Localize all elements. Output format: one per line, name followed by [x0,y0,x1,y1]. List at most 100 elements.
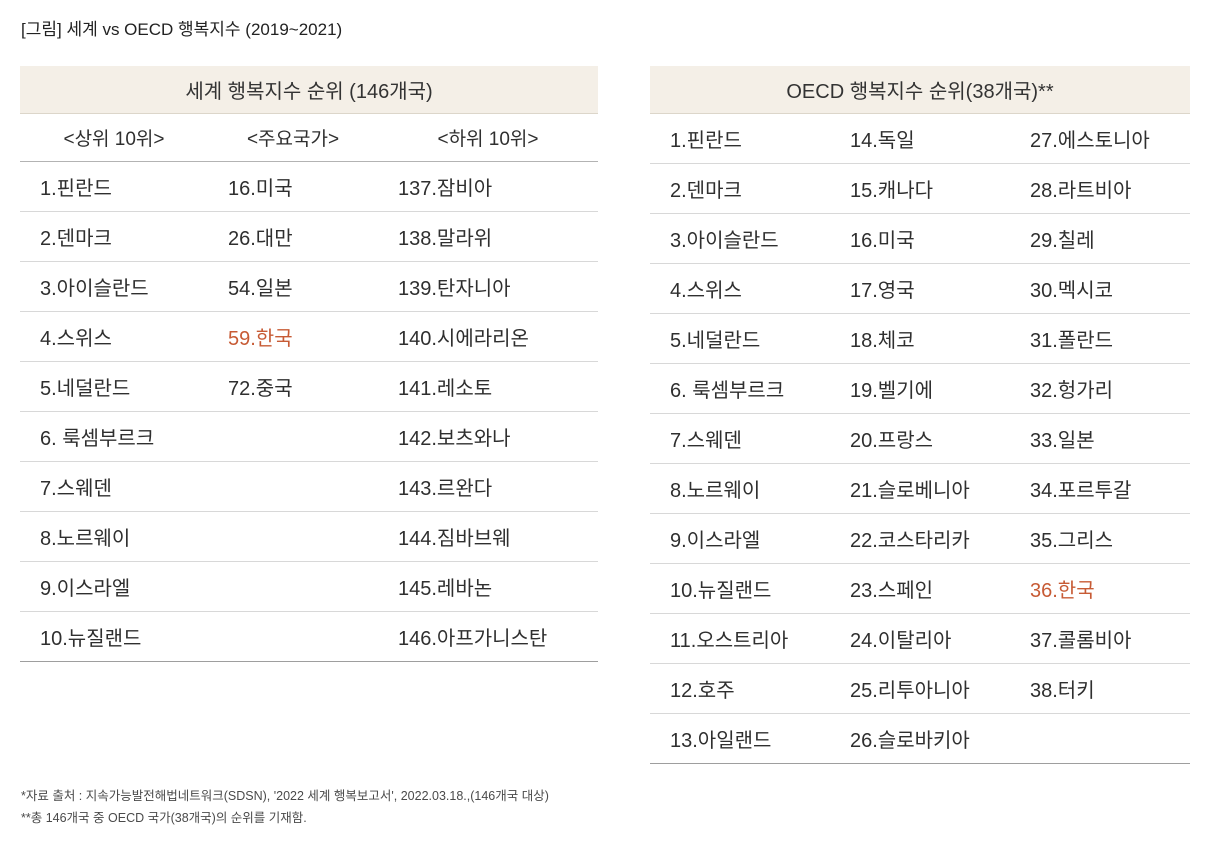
table-row: 10.뉴질랜드 23.스페인 36.한국 [650,564,1190,614]
table-cell: 1.핀란드 [670,130,742,152]
table-row: 6. 룩셈부르크 19.벨기에 32.헝가리 [650,364,1190,414]
table-cell [208,612,378,661]
table-row: 10.뉴질랜드 146.아프가니스탄 [20,612,598,662]
table-row: 5.네덜란드 18.체코 31.폴란드 [650,314,1190,364]
table-row: 1.핀란드 16.미국 137.잠비아 [20,162,598,212]
table-cell: 6. 룩셈부르크 [670,380,785,402]
table-row: 1.핀란드 14.독일 27.에스토니아 [650,114,1190,164]
table-cell: 38.터키 [1030,680,1095,702]
oecd-table-body: 1.핀란드 14.독일 27.에스토니아 2.덴마크 15.캐나다 28.라트비아 3.아이… [650,114,1190,764]
table-cell [1010,714,1190,763]
table-cell: 35.그리스 [1030,530,1114,552]
table-cell: 6. 룩셈부르크 [40,428,155,450]
highlighted-cell: 36.한국 [1030,580,1095,602]
table-cell: 145.레바논 [398,578,493,600]
column-header: <상위 10위> [63,129,165,150]
world-table-title: 세계 행복지수 순위 (146개국) [20,66,598,114]
table-cell: 28.라트비아 [1030,180,1132,202]
footnote-oecd-note: **총 146개국 중 OECD 국가(38개국)의 순위를 기재함. [21,811,307,825]
table-cell: 27.에스토니아 [1030,130,1150,152]
table-cell: 18.체코 [850,330,915,352]
table-cell: 23.스페인 [850,580,934,602]
table-row: 13.아일랜드 26.슬로바키아 [650,714,1190,764]
footnote-source: *자료 출처 : 지속가능발전해법네트워크(SDSN), '2022 세계 행복… [21,789,549,803]
table-row: 12.호주 25.리투아니아 38.터키 [650,664,1190,714]
table-row: 3.아이슬란드 16.미국 29.칠레 [650,214,1190,264]
table-cell: 10.뉴질랜드 [670,580,772,602]
table-cell: 4.스위스 [40,328,112,350]
table-cell [208,512,378,561]
table-cell: 10.뉴질랜드 [40,628,142,650]
world-table-column-headers: <상위 10위> <주요국가> <하위 10위> [20,114,598,162]
table-cell: 14.독일 [850,130,915,152]
table-cell: 137.잠비아 [398,178,493,200]
table-cell: 2.덴마크 [670,180,742,202]
table-cell: 54.일본 [228,278,293,300]
column-header: <하위 10위> [437,129,539,150]
table-cell: 16.미국 [850,230,915,252]
table-cell: 72.중국 [228,378,293,400]
table-row: 8.노르웨이 144.짐바브웨 [20,512,598,562]
table-row: 3.아이슬란드 54.일본 139.탄자니아 [20,262,598,312]
table-cell: 9.이스라엘 [40,578,131,600]
table-row: 9.이스라엘 22.코스타리카 35.그리스 [650,514,1190,564]
table-cell: 32.헝가리 [1030,380,1114,402]
table-cell: 7.스웨덴 [40,478,112,500]
table-row: 2.덴마크 15.캐나다 28.라트비아 [650,164,1190,214]
table-cell: 12.호주 [670,680,735,702]
table-cell [208,462,378,511]
figure-title: [그림] 세계 vs OECD 행복지수 (2019~2021) [21,20,343,39]
table-cell: 138.말라위 [398,228,493,250]
highlighted-cell: 59.한국 [228,328,293,350]
table-cell: 16.미국 [228,178,293,200]
table-cell: 4.스위스 [670,280,742,302]
table-cell: 11.오스트리아 [670,630,789,652]
footnotes: *자료 출처 : 지속가능발전해법네트워크(SDSN), '2022 세계 행복… [21,785,549,829]
table-cell: 7.스웨덴 [670,430,742,452]
table-cell: 13.아일랜드 [670,730,772,752]
table-row: 7.스웨덴 143.르완다 [20,462,598,512]
table-row: 8.노르웨이 21.슬로베니아 34.포르투갈 [650,464,1190,514]
oecd-table-title: OECD 행복지수 순위(38개국)** [650,66,1190,114]
table-cell: 3.아이슬란드 [670,230,779,252]
table-cell: 139.탄자니아 [398,278,511,300]
table-cell: 34.포르투갈 [1030,480,1132,502]
table-row: 4.스위스 59.한국 140.시에라리온 [20,312,598,362]
table-cell: 3.아이슬란드 [40,278,149,300]
table-cell: 5.네덜란드 [670,330,761,352]
table-cell: 30.멕시코 [1030,280,1114,302]
table-cell: 26.슬로바키아 [850,730,970,752]
oecd-happiness-table: OECD 행복지수 순위(38개국)** 1.핀란드 14.독일 27.에스토니아 2… [650,66,1190,764]
table-cell: 142.보츠와나 [398,428,511,450]
world-table-body: 1.핀란드 16.미국 137.잠비아 2.덴마크 26.대만 138.말라위 3.아이슬란… [20,162,598,662]
table-cell: 37.콜롬비아 [1030,630,1132,652]
table-cell: 8.노르웨이 [670,480,761,502]
table-cell: 19.벨기에 [850,380,934,402]
table-cell: 25.리투아니아 [850,680,970,702]
table-row: 2.덴마크 26.대만 138.말라위 [20,212,598,262]
table-row: 7.스웨덴 20.프랑스 33.일본 [650,414,1190,464]
world-happiness-table: 세계 행복지수 순위 (146개국) <상위 10위> <주요국가> <하위 10위… [20,66,598,662]
table-cell: 8.노르웨이 [40,528,131,550]
table-cell: 146.아프가니스탄 [398,628,548,650]
table-cell: 141.레소토 [398,378,493,400]
table-cell [208,562,378,611]
table-cell: 20.프랑스 [850,430,934,452]
table-cell: 144.짐바브웨 [398,528,511,550]
table-cell: 29.칠레 [1030,230,1095,252]
table-cell: 1.핀란드 [40,178,112,200]
table-cell: 31.폴란드 [1030,330,1114,352]
table-cell: 21.슬로베니아 [850,480,970,502]
column-header: <주요국가> [246,129,340,150]
table-cell: 17.영국 [850,280,915,302]
table-cell: 5.네덜란드 [40,378,131,400]
table-cell: 2.덴마크 [40,228,112,250]
table-cell: 33.일본 [1030,430,1095,452]
table-cell: 15.캐나다 [850,180,934,202]
table-row: 9.이스라엘 145.레바논 [20,562,598,612]
table-row: 11.오스트리아 24.이탈리아 37.콜롬비아 [650,614,1190,664]
table-cell [208,412,378,461]
table-row: 5.네덜란드 72.중국 141.레소토 [20,362,598,412]
table-cell: 24.이탈리아 [850,630,952,652]
table-row: 4.스위스 17.영국 30.멕시코 [650,264,1190,314]
